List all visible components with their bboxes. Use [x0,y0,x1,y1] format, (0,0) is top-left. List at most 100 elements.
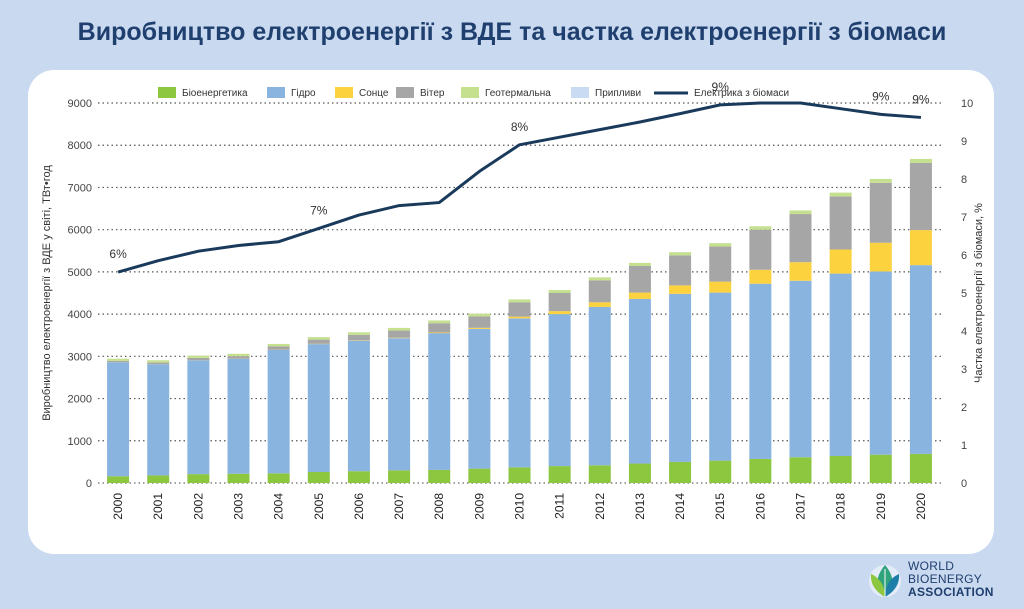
x-tick-label: 2004 [272,493,286,520]
legend-swatch [335,87,353,98]
bar-segment [829,249,852,274]
bar-segment [588,465,611,483]
bar-segment [468,468,491,483]
y-tick-label: 2000 [68,394,92,406]
bar-segment [428,320,451,324]
wba-logo: WORLD BIOENERGY ASSOCIATION [868,560,1008,606]
bar-segment [508,302,531,317]
y2-tick-label: 1 [961,440,967,452]
bar-segment [147,364,170,476]
bar-segment [147,475,170,483]
bar-segment [628,265,651,293]
y2-tick-label: 5 [961,288,967,300]
x-tick-label: 2020 [914,493,928,520]
y-tick-label: 1000 [68,436,92,448]
page-title: Виробництво електроенергії з ВДЕ та част… [77,18,947,46]
data-label: 8% [511,120,529,134]
bar-segment [107,360,130,363]
y2-axis-label: Частка електроенергії з біомаси, % [973,203,985,383]
x-tick-label: 2017 [794,493,808,520]
x-tick-label: 2015 [713,493,727,520]
leaf-globe-icon [869,565,901,597]
legend-swatch [571,87,589,98]
bar-segment [749,269,772,284]
bar-segment [909,230,932,266]
y2-tick-label: 2 [961,402,967,414]
y-tick-label: 8000 [68,140,92,152]
legend-swatch [267,87,285,98]
legend-label: Припливи [595,88,641,99]
bar-segment [909,453,932,483]
y2-tick-label: 4 [961,326,967,338]
bar-segment [869,454,892,483]
biomass-share-line [117,101,922,274]
bar-segment [869,182,892,243]
x-tick-label: 2001 [151,493,165,520]
bar-segment [829,192,852,197]
bar-segment [789,210,812,215]
bar-segment [548,293,571,312]
y-tick-label: 9000 [68,98,92,110]
bar-segment [267,346,290,350]
legend-label: Гідро [291,88,316,99]
logo-line-3: ASSOCIATION [908,585,994,599]
bar-segment [548,311,571,315]
bar-segment [628,262,651,266]
x-tick-label: 2009 [472,493,486,520]
bar-segment [147,360,170,363]
bar-segment [709,281,732,293]
x-tick-label: 2008 [432,493,446,520]
bar-segment [869,271,892,455]
legend-swatch [396,87,414,98]
bar-segment [669,255,692,286]
bar-segment [588,302,611,307]
bar-segment [829,273,852,456]
bar-segment [267,350,290,474]
bar-segment [227,353,250,357]
bar-segment [829,455,852,483]
bar-segment [588,306,611,466]
x-tick-label: 2000 [111,493,125,520]
bar-segment [347,471,370,483]
bar-segment [628,298,651,464]
x-tick-label: 2005 [312,493,326,520]
chart-svg: 0 1000 2000 3000 4000 5000 6000 7000 8000 9000 0 1 2… [41,80,985,520]
x-tick-label: 2002 [191,493,205,520]
bar-segment [909,158,932,163]
y-tick-label: 7000 [68,182,92,194]
y2-tick-label: 0 [961,478,967,490]
y-tick-label: 4000 [68,309,92,321]
legend-label: Вітер [420,88,445,99]
y2-tick-label: 3 [961,364,967,376]
legend-label: Сонце [359,88,389,99]
bar-segment [428,323,451,333]
x-tick-label: 2011 [553,493,567,519]
data-label: 7% [310,203,328,217]
x-tick-label: 2013 [633,493,647,520]
bar-segment [669,285,692,294]
logo-line-2: BIOENERGY [908,572,983,586]
bar-segment [548,466,571,483]
legend-label: Електрика з біомаси [694,87,789,99]
bar-segment [468,316,491,328]
bar-segment [227,473,250,483]
legend-label: Біоенергетика [182,88,248,99]
data-label: 9% [712,80,730,94]
x-tick-label: 2014 [673,493,687,520]
bar-segment [227,356,250,359]
x-tick-label: 2007 [392,493,406,520]
bar-segment [909,162,932,231]
bar-segment [508,299,531,303]
bar-segment [709,243,732,247]
bar-segment [869,178,892,183]
bar-segment [588,277,611,281]
data-label: 9% [912,92,930,106]
chart-card: 0 1000 2000 3000 4000 5000 6000 7000 8000 9000 0 1 2… [28,70,994,554]
bar-segment [187,357,210,361]
bar-segment [187,360,210,475]
y2-tick-label: 9 [961,136,967,148]
y-tick-label: 0 [86,478,92,490]
bar-segment [548,290,571,293]
bar-segment [789,457,812,483]
bar-segment [789,262,812,281]
